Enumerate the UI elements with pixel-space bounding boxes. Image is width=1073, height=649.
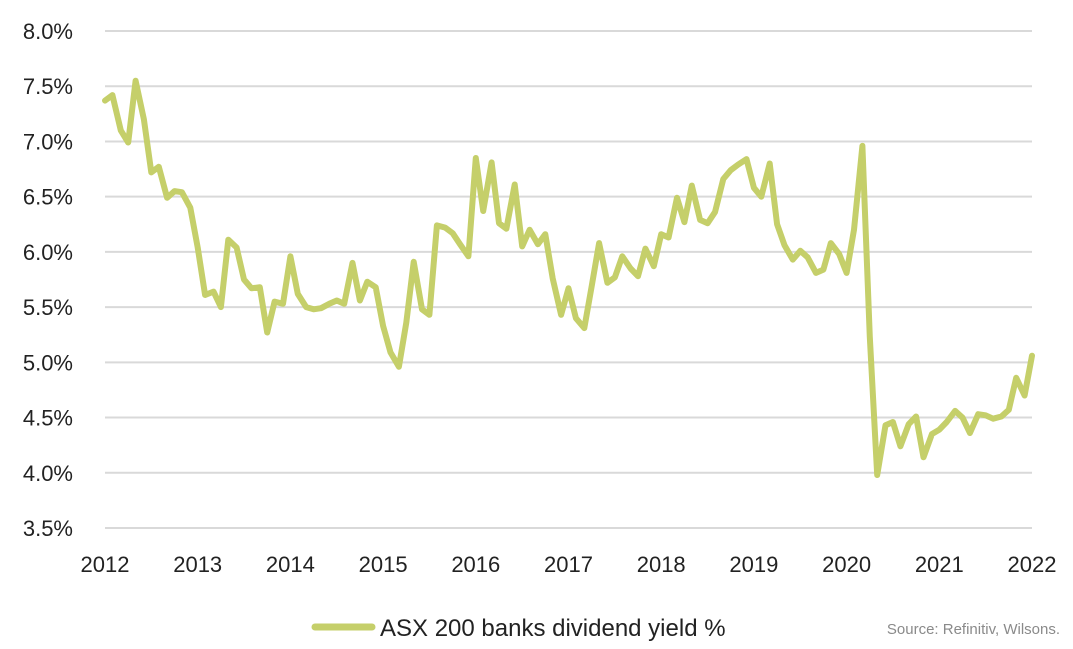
y-tick-label: 3.5% [23,516,73,541]
legend: ASX 200 banks dividend yield % [311,615,726,642]
y-tick-label: 4.0% [23,461,73,486]
x-tick-label: 2015 [359,552,408,577]
y-tick-label: 7.5% [23,74,73,99]
x-tick-label: 2020 [822,552,871,577]
x-tick-label: 2014 [266,552,315,577]
legend-label: ASX 200 banks dividend yield % [380,615,726,642]
series-line-asx200-banks-dividend-yield [102,77,1035,478]
y-tick-label: 4.5% [23,406,73,431]
x-tick-label: 2012 [81,552,130,577]
x-tick-label: 2013 [173,552,222,577]
source-note: Source: Refinitiv, Wilsons. [887,621,1060,638]
gridlines [105,30,1032,529]
x-axis-ticks: 2012 2013 2014 2015 2016 2017 2018 2019 2020 2021… [81,552,1057,577]
y-tick-label: 8.0% [23,19,73,44]
x-tick-label: 2018 [637,552,686,577]
x-tick-label: 2021 [915,552,964,577]
x-tick-label: 2016 [451,552,500,577]
y-tick-label: 6.5% [23,185,73,210]
y-tick-label: 7.0% [23,129,73,154]
x-tick-label: 2017 [544,552,593,577]
y-tick-label: 6.0% [23,240,73,265]
y-tick-label: 5.0% [23,350,73,375]
y-tick-label: 5.5% [23,295,73,320]
y-axis-ticks: 3.5% 4.0% 4.5% 5.0% 5.5% 6.0% 6.5% 7.0% 7.5% 8.0% [23,19,73,541]
x-tick-label: 2019 [729,552,778,577]
series-layer [102,77,1035,478]
x-tick-label: 2022 [1008,552,1057,577]
